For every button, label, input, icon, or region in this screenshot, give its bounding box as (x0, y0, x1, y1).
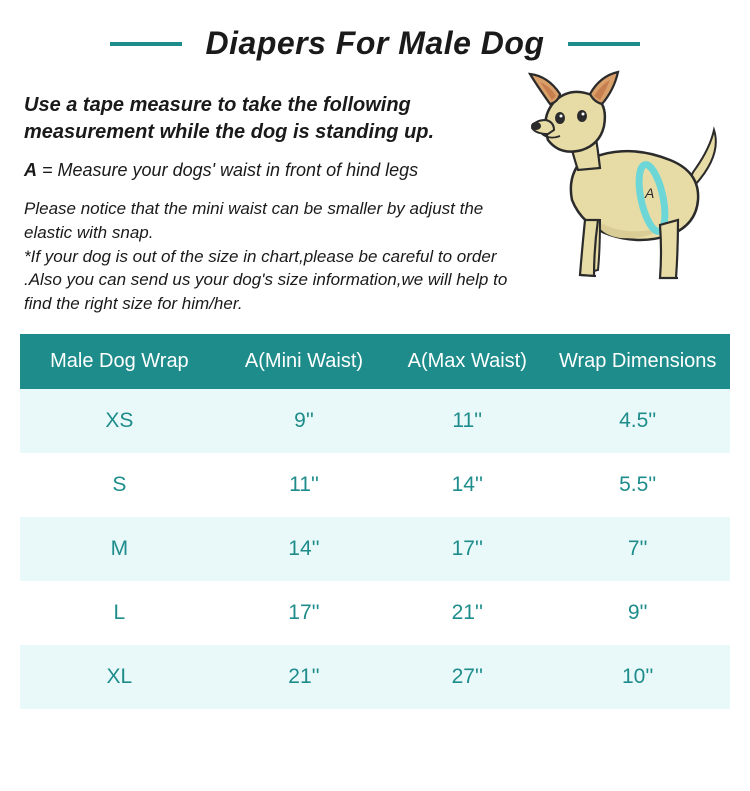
measure-label: A (24, 160, 37, 180)
intro-block: Use a tape measure to take the following… (20, 92, 730, 316)
measure-definition: A = Measure your dogs' waist in front of… (24, 160, 494, 181)
cell-dim: 5.5'' (545, 453, 730, 517)
cell-size: S (20, 453, 219, 517)
cell-size: XS (20, 389, 219, 453)
measure-text: = Measure your dogs' waist in front of h… (37, 160, 418, 180)
col-header-size: Male Dog Wrap (20, 334, 219, 389)
cell-min: 11'' (219, 453, 389, 517)
size-table: Male Dog Wrap A(Mini Waist) A(Max Waist)… (20, 334, 730, 709)
table-row: S 11'' 14'' 5.5'' (20, 453, 730, 517)
cell-size: L (20, 581, 219, 645)
cell-dim: 10'' (545, 645, 730, 709)
size-table-body: XS 9'' 11'' 4.5'' S 11'' 14'' 5.5'' M 14… (20, 389, 730, 709)
cell-min: 9'' (219, 389, 389, 453)
cell-min: 14'' (219, 517, 389, 581)
table-row: XL 21'' 27'' 10'' (20, 645, 730, 709)
table-row: M 14'' 17'' 7'' (20, 517, 730, 581)
notice-text: Please notice that the mini waist can be… (24, 197, 534, 316)
cell-size: XL (20, 645, 219, 709)
size-table-head: Male Dog Wrap A(Mini Waist) A(Max Waist)… (20, 334, 730, 389)
title-rule-left (110, 42, 182, 46)
cell-max: 17'' (389, 517, 545, 581)
col-header-min-waist: A(Mini Waist) (219, 334, 389, 389)
col-header-dimensions: Wrap Dimensions (545, 334, 730, 389)
dog-illustration: A (500, 70, 730, 295)
cell-dim: 4.5'' (545, 389, 730, 453)
cell-max: 21'' (389, 581, 545, 645)
illustration-label: A (644, 185, 654, 201)
title-rule-right (568, 42, 640, 46)
cell-max: 11'' (389, 389, 545, 453)
cell-dim: 9'' (545, 581, 730, 645)
cell-size: M (20, 517, 219, 581)
table-row: XS 9'' 11'' 4.5'' (20, 389, 730, 453)
cell-max: 27'' (389, 645, 545, 709)
cell-dim: 7'' (545, 517, 730, 581)
page-title: Diapers For Male Dog (206, 25, 545, 62)
table-row: L 17'' 21'' 9'' (20, 581, 730, 645)
cell-max: 14'' (389, 453, 545, 517)
cell-min: 21'' (219, 645, 389, 709)
cell-min: 17'' (219, 581, 389, 645)
col-header-max-waist: A(Max Waist) (389, 334, 545, 389)
instruction-text: Use a tape measure to take the following… (24, 92, 494, 146)
title-row: Diapers For Male Dog (20, 25, 730, 62)
